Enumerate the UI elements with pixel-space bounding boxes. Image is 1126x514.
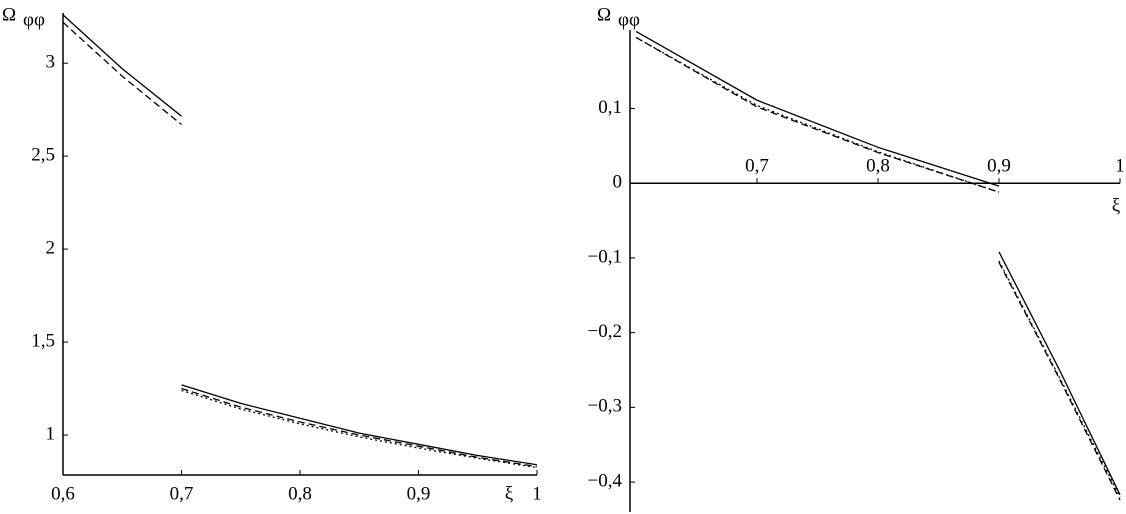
- y-tick-label: 0: [613, 172, 623, 193]
- x-tick-label: 1: [1115, 156, 1125, 177]
- y-tick-label: 0,1: [598, 97, 622, 118]
- y-tick-label: −0,2: [588, 321, 622, 342]
- y-tick-label: 1,5: [31, 330, 55, 351]
- line-series: [62, 14, 538, 466]
- x-tick-label: 0,9: [407, 483, 431, 504]
- x-tick-label: 0,9: [987, 156, 1011, 177]
- y-tick-label: −0,4: [588, 470, 623, 491]
- x-tick-label: 0,8: [288, 483, 312, 504]
- y-tick-label: −0,1: [588, 246, 622, 267]
- x-axis-label: ξ: [1112, 196, 1121, 217]
- x-tick-label: 0,7: [170, 483, 194, 504]
- y-tick-label: 2,5: [31, 145, 55, 166]
- y-tick-label: −0,3: [588, 396, 622, 417]
- x-tick-label: 0,7: [745, 156, 769, 177]
- x-tick-label: 1: [532, 483, 542, 504]
- x-tick-label: 0,8: [866, 156, 890, 177]
- y-axis-label: Ω: [597, 4, 611, 25]
- line-series: [62, 21, 538, 468]
- line-series: [635, 36, 1121, 498]
- y-axis-label-subscript: φφ: [23, 9, 45, 30]
- y-tick-label: 2: [46, 237, 56, 258]
- y-axis-label: Ω: [2, 4, 16, 25]
- y-axis-label-subscript: φφ: [618, 9, 640, 30]
- line-series: [635, 30, 1121, 496]
- line-series: [635, 36, 1121, 501]
- y-tick-label: 3: [46, 52, 56, 73]
- x-tick-label: 0,6: [51, 483, 75, 504]
- y-tick-label: 1: [46, 423, 56, 444]
- x-axis-label: ξ: [505, 483, 514, 504]
